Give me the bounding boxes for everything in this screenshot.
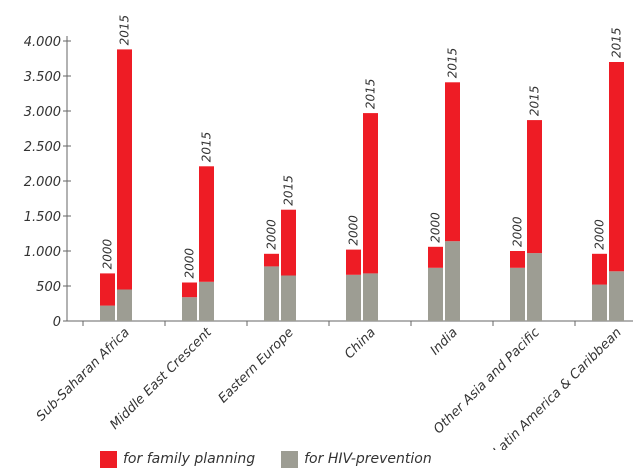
stacked-bar-chart: 05001.0001.5002.0002.5003.0003.5004.000 … [24,15,633,450]
y-axis-ticks: 0 500 1.000 1.500 2.000 2.500 3.000 3.500 4.000 [24,35,71,330]
bar-family-planning-2015 [281,209,296,276]
bar-family-planning-2000 [100,273,115,306]
year-label-2000: 2000 [593,219,607,250]
legend-swatch-hiv-prevention [281,450,299,468]
y-tick-label: 0 [53,315,61,330]
legend-label-family-planning: for family planning [123,451,256,467]
legend-item-family-planning: for family planning [100,450,256,468]
bar-family-planning-2000 [264,253,279,267]
legend-label-hiv-prevention: for HIV-prevention [304,451,432,467]
category-label: China [342,325,379,362]
bar-family-planning-2015 [527,120,542,254]
bar-hiv-prevention-2015 [363,273,378,321]
year-label-2000: 2000 [265,219,279,250]
bar-family-planning-2015 [117,49,132,290]
year-label-2000: 2000 [429,212,443,243]
year-label-2015: 2015 [364,79,378,110]
y-tick-label: 500 [36,280,61,295]
legend-item-hiv-prevention: for HIV-prevention [281,450,432,468]
year-label-2000: 2000 [511,216,525,247]
category-label: Sub-Saharan Africa [34,325,133,424]
y-tick-label: 1.500 [24,210,61,225]
y-tick-label: 4.000 [24,35,61,50]
bar-hiv-prevention-2000 [428,267,443,321]
year-label-2015: 2015 [528,86,542,117]
category-label: India [428,325,461,358]
bar-hiv-prevention-2015 [117,289,132,321]
y-tick-label: 1.000 [24,245,61,260]
bar-hiv-prevention-2000 [510,267,525,321]
year-label-2015: 2015 [610,27,624,58]
bar-hiv-prevention-2000 [182,297,197,321]
bar-family-planning-2015 [199,166,214,282]
bar-family-planning-2000 [510,251,525,268]
year-label-2015: 2015 [118,15,132,46]
year-label-2000: 2000 [347,215,361,246]
year-label-2015: 2015 [282,175,296,206]
bar-family-planning-2015 [363,113,378,274]
bar-hiv-prevention-2000 [346,274,361,321]
bar-hiv-prevention-2015 [281,275,296,321]
year-label-2000: 2000 [183,248,197,279]
year-label-2015: 2015 [446,48,460,79]
bar-hiv-prevention-2015 [199,281,214,321]
bar-hiv-prevention-2015 [445,241,460,321]
bar-family-planning-2000 [182,282,197,298]
legend: for family planning for HIV-prevention [100,450,458,468]
bar-hiv-prevention-2015 [527,253,542,321]
y-tick-label: 2.500 [24,140,61,155]
bar-family-planning-2015 [609,62,624,272]
year-label-2000: 2000 [101,238,115,269]
bar-hiv-prevention-2000 [592,284,607,321]
bars [100,49,624,321]
bar-family-planning-2000 [428,246,443,268]
category-label: Latin America & Caribbean [490,325,624,450]
bar-family-planning-2015 [445,82,460,242]
bar-family-planning-2000 [592,253,607,285]
year-label-2015: 2015 [200,132,214,163]
y-tick-label: 3.000 [24,105,61,120]
y-tick-label: 2.000 [24,175,61,190]
bar-hiv-prevention-2015 [609,271,624,321]
year-labels: 2000201520002015200020152000201520002015… [101,15,624,279]
category-label: Eastern Europe [216,325,297,406]
bar-hiv-prevention-2000 [264,266,279,321]
y-tick-label: 3.500 [24,70,61,85]
bar-hiv-prevention-2000 [100,305,115,321]
legend-swatch-family-planning [100,450,117,468]
bar-family-planning-2000 [346,249,361,275]
